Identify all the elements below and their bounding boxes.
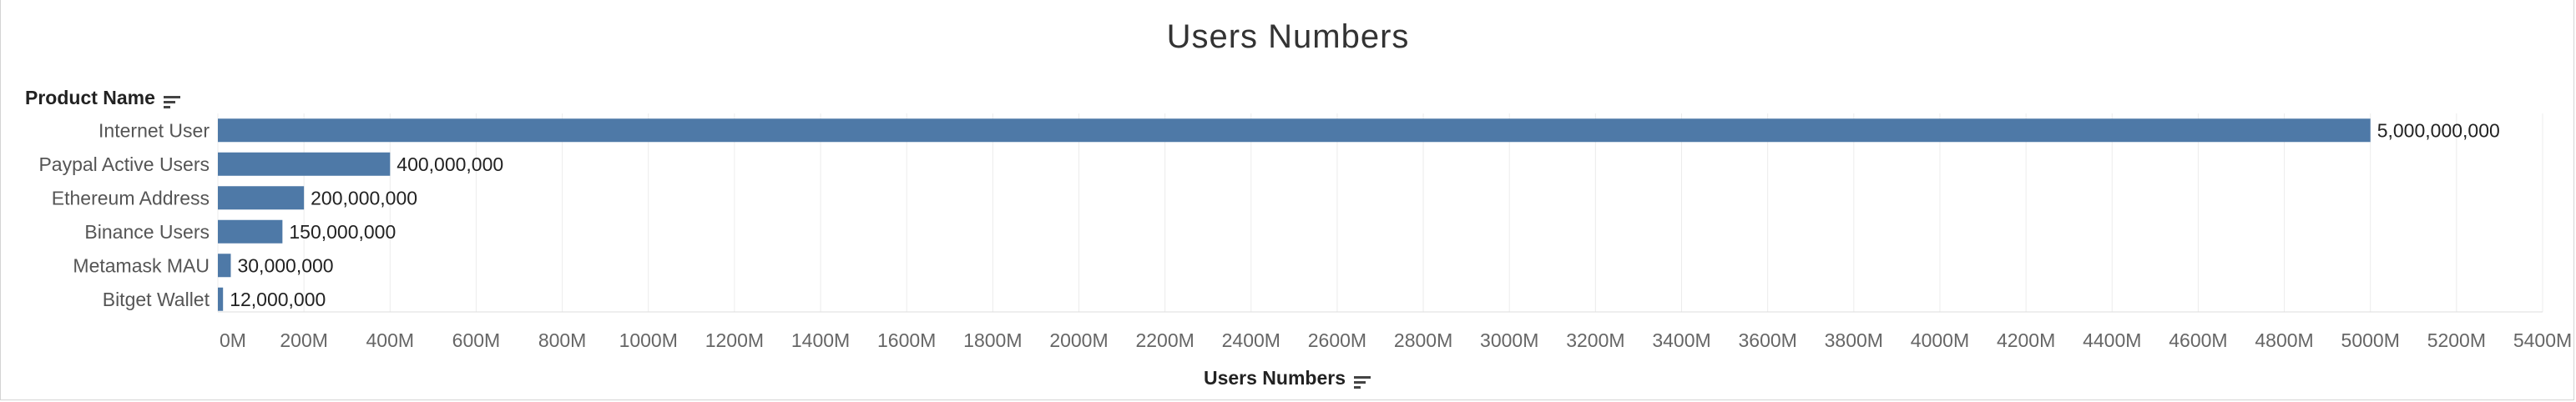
x-tick-label: 4200M: [1997, 329, 2055, 351]
x-axis-title-label: Users Numbers: [1203, 367, 1346, 389]
gridlines: [217, 113, 2543, 313]
x-tick-label: 3800M: [1825, 329, 1883, 351]
category-label: Paypal Active Users: [38, 153, 210, 175]
x-tick-label: 5000M: [2341, 329, 2400, 351]
x-tick-label: 2600M: [1308, 329, 1366, 351]
x-tick-label: 1200M: [705, 329, 764, 351]
x-tick-label: 4600M: [2169, 329, 2227, 351]
category-label: Ethereum Address: [52, 187, 210, 209]
x-tick-label: 0M: [220, 329, 246, 351]
x-tick-label: 2200M: [1135, 329, 1194, 351]
x-tick-label: 2000M: [1049, 329, 1108, 351]
x-tick-label: 3200M: [1566, 329, 1624, 351]
value-labels: 5,000,000,000 400,000,000 200,000,000 150,0…: [230, 119, 2500, 310]
bar[interactable]: [218, 287, 224, 311]
value-label: 12,000,000: [230, 289, 326, 310]
value-label: 400,000,000: [397, 153, 503, 175]
bar[interactable]: [218, 152, 391, 176]
x-tick-label: 200M: [280, 329, 328, 351]
x-tick-label: 4800M: [2255, 329, 2313, 351]
sort-descending-icon[interactable]: [1354, 372, 1372, 389]
x-axis-title: Users Numbers: [0, 367, 2576, 389]
category-label: Internet User: [98, 119, 210, 141]
x-tick-label: 3600M: [1739, 329, 1797, 351]
sort-descending-icon[interactable]: [163, 92, 182, 108]
row-header: Product Name: [25, 87, 182, 109]
value-label: 150,000,000: [289, 221, 396, 243]
value-label: 200,000,000: [311, 187, 417, 209]
bar[interactable]: [218, 254, 231, 278]
x-tick-label: 3400M: [1652, 329, 1710, 351]
x-tick-label: 1000M: [619, 329, 678, 351]
x-tick-label: 2400M: [1222, 329, 1280, 351]
chart-title: Users Numbers: [1166, 18, 1410, 55]
x-tick-label: 1600M: [877, 329, 936, 351]
x-tick-label: 5200M: [2427, 329, 2486, 351]
bar[interactable]: [218, 186, 305, 210]
x-tick-label: 1400M: [791, 329, 850, 351]
x-tick-label: 600M: [452, 329, 501, 351]
bar[interactable]: [218, 219, 283, 244]
x-tick-label: 400M: [366, 329, 415, 351]
x-tick-label: 1800M: [963, 329, 1022, 351]
category-labels: Internet User Paypal Active Users Ethereum…: [38, 119, 210, 310]
value-label: 5,000,000,000: [2377, 119, 2500, 141]
category-label: Binance Users: [84, 221, 210, 243]
x-tick-label: 5400M: [2513, 329, 2572, 351]
x-axis-ticks: 0M 200M 400M 600M 800M 1000M 1200M 1400M 1600M 18…: [220, 329, 2572, 351]
bar[interactable]: [218, 118, 2371, 143]
x-tick-label: 2800M: [1394, 329, 1452, 351]
category-label: Bitget Wallet: [103, 289, 210, 310]
x-tick-label: 800M: [538, 329, 587, 351]
x-tick-label: 4400M: [2083, 329, 2141, 351]
row-header-label: Product Name: [25, 87, 155, 108]
bars: [218, 118, 2371, 311]
category-label: Metamask MAU: [73, 254, 210, 276]
x-tick-label: 3000M: [1480, 329, 1538, 351]
value-label: 30,000,000: [237, 254, 333, 276]
x-tick-label: 4000M: [1911, 329, 1969, 351]
